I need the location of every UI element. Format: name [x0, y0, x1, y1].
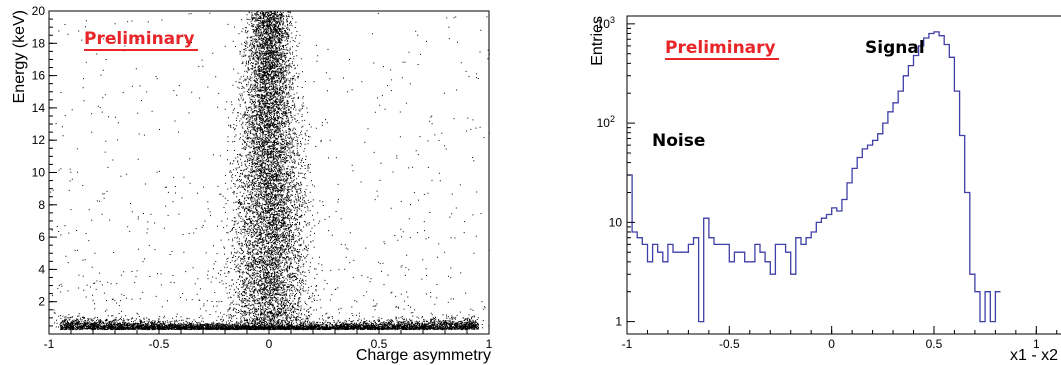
right-x-tick-label: -0.5 [719, 337, 740, 351]
right-x-axis-title: x1 - x2 [1010, 347, 1058, 364]
right-x-tick-label: 1 [1033, 337, 1040, 351]
left-y-tick-label: 20 [32, 4, 46, 18]
right-plot-frame [626, 15, 1061, 335]
left-y-tick-label: 4 [38, 262, 45, 276]
right-y-tick-label: 1 [615, 315, 622, 329]
left-y-tick-label: 2 [38, 295, 45, 309]
right-x-tick-label: 0 [828, 337, 835, 351]
right-preliminary-label: Preliminary [665, 38, 776, 58]
left-y-tick-label: 10 [32, 166, 46, 180]
scatter-marks [50, 11, 490, 331]
signal-label: Signal [865, 38, 925, 58]
left-preliminary-label: Preliminary [84, 29, 195, 49]
left-scatter-points [50, 11, 490, 331]
left-plot-frame [48, 10, 490, 335]
left-y-axis-title: Energy (keV) [11, 10, 28, 103]
left-x-tick-label: 1 [486, 337, 493, 351]
right-y-tick-label: 102 [597, 114, 615, 130]
left-x-axis-title: Charge asymmetry [356, 347, 491, 364]
left-y-tick-label: 18 [32, 36, 46, 50]
left-y-tick-label: 6 [38, 230, 45, 244]
left-y-tick-label: 8 [38, 198, 45, 212]
histogram-line [627, 31, 1001, 323]
right-y-axis-title: Entries [589, 16, 606, 66]
left-x-tick-label: 0 [266, 337, 273, 351]
right-x-tick-label: 0.5 [926, 337, 943, 351]
right-y-tick-label: 10 [609, 215, 623, 229]
left-y-tick-label: 16 [32, 69, 46, 83]
noise-label: Noise [652, 131, 705, 151]
right-x-tick-label: -1 [622, 337, 633, 351]
left-y-tick-label: 12 [32, 133, 46, 147]
left-x-tick-label: -1 [44, 337, 55, 351]
left-x-tick-label: -0.5 [149, 337, 170, 351]
left-y-tick-label: 14 [32, 101, 46, 115]
left-x-tick-label: 0.5 [371, 337, 388, 351]
